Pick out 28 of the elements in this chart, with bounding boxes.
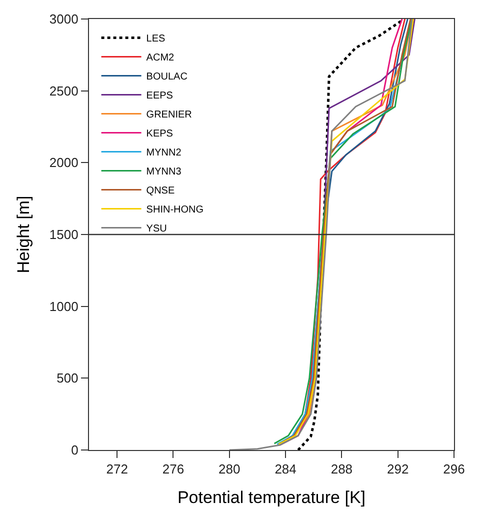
legend-label: EEPS [146, 90, 174, 102]
x-tick-label: 284 [274, 462, 296, 477]
legend-label: BOULAC [146, 72, 188, 83]
y-tick-label: 1500 [49, 227, 78, 242]
legend-label: YSU [146, 224, 167, 235]
legend-label: MYNN3 [146, 166, 182, 178]
x-tick-label: 288 [330, 462, 353, 477]
legend-label: QNSE [146, 186, 175, 197]
legend-label: MYNN2 [146, 148, 182, 159]
y-axis-title: Height [m] [14, 196, 33, 274]
legend-label: KEPS [146, 128, 174, 140]
x-tick-label: 280 [218, 462, 240, 477]
legend-label: ACM2 [146, 52, 175, 64]
x-tick-label: 296 [443, 462, 465, 477]
x-axis-title: Potential temperature [K] [177, 488, 366, 508]
y-tick-label: 2000 [49, 155, 78, 170]
x-tick-label: 276 [162, 462, 184, 477]
y-tick-label: 3000 [49, 12, 78, 27]
legend-label: GRENIER [146, 110, 192, 121]
legend-label: SHIN-HONG [146, 204, 204, 216]
x-tick-label: 272 [106, 462, 128, 477]
legend-label: LES [146, 34, 166, 45]
y-tick-label: 2500 [49, 83, 78, 98]
y-tick-label: 1000 [49, 298, 78, 314]
y-tick-label: 0 [71, 442, 78, 458]
x-tick-label: 292 [387, 462, 409, 477]
y-tick-label: 500 [56, 370, 78, 386]
line-series [228, 19, 413, 450]
